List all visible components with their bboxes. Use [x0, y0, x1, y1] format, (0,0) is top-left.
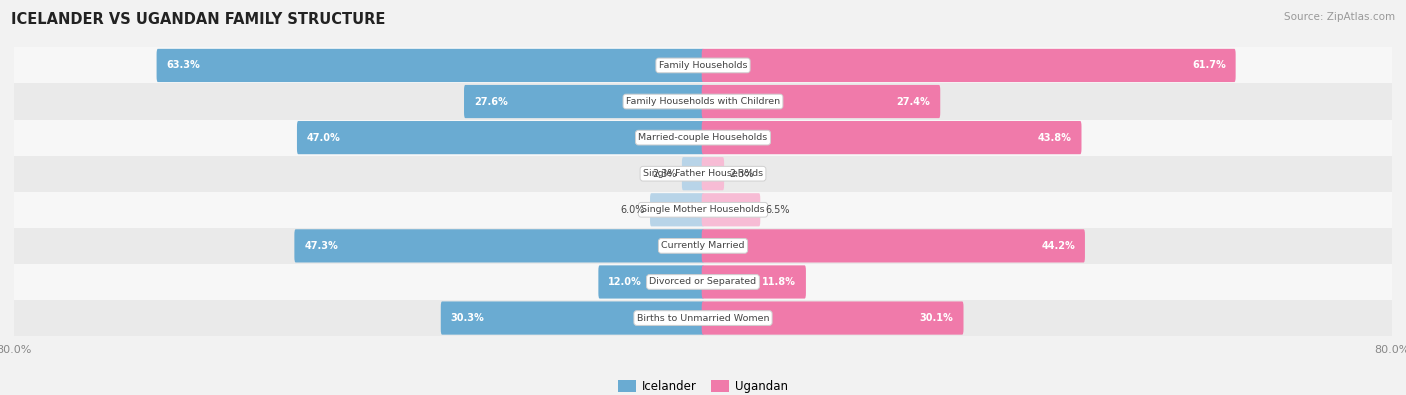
Text: Married-couple Households: Married-couple Households [638, 133, 768, 142]
Text: 2.3%: 2.3% [652, 169, 676, 179]
Text: 2.3%: 2.3% [730, 169, 754, 179]
FancyBboxPatch shape [702, 301, 963, 335]
FancyBboxPatch shape [702, 265, 806, 299]
Text: Currently Married: Currently Married [661, 241, 745, 250]
Text: Source: ZipAtlas.com: Source: ZipAtlas.com [1284, 12, 1395, 22]
Text: 47.0%: 47.0% [307, 133, 340, 143]
FancyBboxPatch shape [702, 85, 941, 118]
Text: 11.8%: 11.8% [762, 277, 796, 287]
Bar [14, 228, 1392, 264]
FancyBboxPatch shape [297, 121, 704, 154]
FancyBboxPatch shape [599, 265, 704, 299]
Text: 30.1%: 30.1% [920, 313, 953, 323]
FancyBboxPatch shape [464, 85, 704, 118]
FancyBboxPatch shape [650, 193, 704, 226]
Text: Divorced or Separated: Divorced or Separated [650, 277, 756, 286]
Text: 63.3%: 63.3% [166, 60, 200, 70]
FancyBboxPatch shape [702, 193, 761, 226]
Bar [14, 83, 1392, 120]
Text: Single Father Households: Single Father Households [643, 169, 763, 178]
Text: Family Households: Family Households [659, 61, 747, 70]
FancyBboxPatch shape [156, 49, 704, 82]
Text: Births to Unmarried Women: Births to Unmarried Women [637, 314, 769, 323]
Text: Single Mother Households: Single Mother Households [641, 205, 765, 214]
Text: 43.8%: 43.8% [1038, 133, 1071, 143]
Text: ICELANDER VS UGANDAN FAMILY STRUCTURE: ICELANDER VS UGANDAN FAMILY STRUCTURE [11, 12, 385, 27]
Text: 6.0%: 6.0% [620, 205, 644, 215]
Bar [14, 47, 1392, 83]
Text: 44.2%: 44.2% [1042, 241, 1076, 251]
Text: 27.4%: 27.4% [897, 96, 931, 107]
Bar [14, 156, 1392, 192]
Legend: Icelander, Ugandan: Icelander, Ugandan [613, 376, 793, 395]
Bar [14, 300, 1392, 336]
FancyBboxPatch shape [702, 49, 1236, 82]
FancyBboxPatch shape [294, 229, 704, 262]
Text: 61.7%: 61.7% [1192, 60, 1226, 70]
Text: 47.3%: 47.3% [304, 241, 337, 251]
Text: 27.6%: 27.6% [474, 96, 508, 107]
Text: Family Households with Children: Family Households with Children [626, 97, 780, 106]
Text: 30.3%: 30.3% [451, 313, 485, 323]
FancyBboxPatch shape [702, 229, 1085, 262]
Bar [14, 264, 1392, 300]
Text: 6.5%: 6.5% [766, 205, 790, 215]
FancyBboxPatch shape [702, 157, 724, 190]
FancyBboxPatch shape [440, 301, 704, 335]
Bar [14, 192, 1392, 228]
Text: 12.0%: 12.0% [609, 277, 643, 287]
Bar [14, 120, 1392, 156]
FancyBboxPatch shape [682, 157, 704, 190]
FancyBboxPatch shape [702, 121, 1081, 154]
